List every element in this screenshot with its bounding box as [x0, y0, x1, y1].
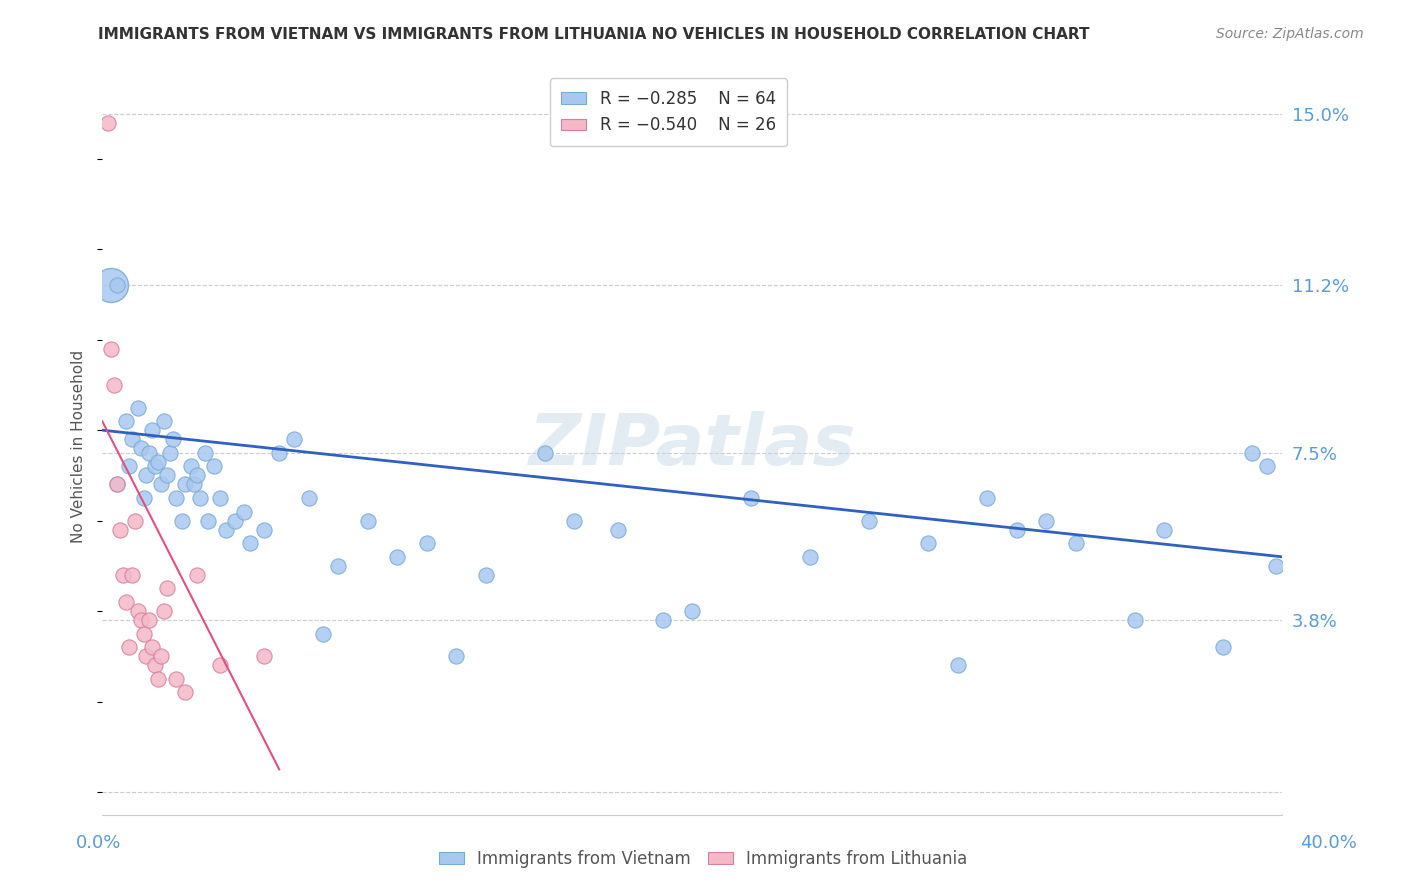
Point: [105, 278, 128, 293]
Point: [118, 640, 141, 655]
Point: [127, 401, 149, 415]
Point: [1123, 613, 1146, 627]
Point: [1265, 558, 1288, 573]
Point: [197, 514, 219, 528]
Point: [153, 604, 176, 618]
Point: [165, 491, 187, 505]
Text: IMMIGRANTS FROM VIETNAM VS IMMIGRANTS FROM LITHUANIA NO VEHICLES IN HOUSEHOLD CO: IMMIGRANTS FROM VIETNAM VS IMMIGRANTS FR…: [98, 27, 1090, 42]
Point: [148, 672, 170, 686]
Point: [183, 477, 205, 491]
Point: [143, 658, 166, 673]
Point: [141, 640, 163, 655]
Point: [1035, 514, 1057, 528]
Point: [135, 468, 157, 483]
Point: [1241, 446, 1264, 460]
Point: [143, 459, 166, 474]
Point: [186, 567, 208, 582]
Point: [100, 278, 122, 293]
Point: [444, 649, 467, 664]
Point: [118, 459, 141, 474]
Point: [224, 514, 246, 528]
Point: [138, 613, 160, 627]
Point: [202, 459, 225, 474]
Point: [100, 342, 122, 356]
Point: [135, 649, 157, 664]
Point: [180, 459, 202, 474]
Point: [385, 549, 408, 564]
Point: [132, 491, 155, 505]
Point: [533, 446, 555, 460]
Legend: R = −0.285    N = 64, R = −0.540    N = 26: R = −0.285 N = 64, R = −0.540 N = 26: [550, 78, 787, 146]
Point: [1256, 459, 1278, 474]
Point: [239, 536, 262, 550]
Point: [103, 378, 125, 392]
Point: [153, 414, 176, 428]
Point: [858, 514, 880, 528]
Point: [209, 491, 232, 505]
Point: [298, 491, 321, 505]
Point: [740, 491, 762, 505]
Point: [165, 672, 187, 686]
Point: [651, 613, 673, 627]
Point: [150, 477, 173, 491]
Point: [312, 626, 335, 640]
Point: [253, 523, 276, 537]
Point: [607, 523, 630, 537]
Point: [173, 685, 195, 699]
Text: 40.0%: 40.0%: [1301, 834, 1357, 852]
Point: [562, 514, 585, 528]
Point: [111, 567, 134, 582]
Point: [1005, 523, 1028, 537]
Text: 0.0%: 0.0%: [76, 834, 121, 852]
Point: [138, 446, 160, 460]
Point: [170, 514, 193, 528]
Y-axis label: No Vehicles in Household: No Vehicles in Household: [72, 350, 86, 542]
Text: ZIPatlas: ZIPatlas: [529, 411, 856, 481]
Point: [1153, 523, 1175, 537]
Point: [108, 523, 131, 537]
Point: [269, 446, 291, 460]
Point: [148, 455, 170, 469]
Point: [1064, 536, 1087, 550]
Point: [209, 658, 232, 673]
Point: [1212, 640, 1234, 655]
Point: [946, 658, 969, 673]
Point: [105, 477, 128, 491]
Point: [162, 432, 184, 446]
Point: [97, 116, 120, 130]
Point: [129, 442, 152, 456]
Point: [474, 567, 496, 582]
Point: [105, 477, 128, 491]
Point: [232, 505, 254, 519]
Point: [127, 604, 149, 618]
Point: [173, 477, 195, 491]
Point: [356, 514, 378, 528]
Point: [121, 432, 143, 446]
Point: [121, 567, 143, 582]
Point: [253, 649, 276, 664]
Point: [114, 595, 136, 609]
Point: [215, 523, 238, 537]
Point: [129, 613, 152, 627]
Point: [976, 491, 998, 505]
Point: [150, 649, 173, 664]
Point: [283, 432, 305, 446]
Point: [328, 558, 350, 573]
Point: [188, 491, 211, 505]
Point: [156, 582, 179, 596]
Point: [124, 514, 146, 528]
Point: [186, 468, 208, 483]
Point: [917, 536, 939, 550]
Point: [194, 446, 217, 460]
Point: [156, 468, 179, 483]
Legend: Immigrants from Vietnam, Immigrants from Lithuania: Immigrants from Vietnam, Immigrants from…: [432, 844, 974, 875]
Point: [799, 549, 821, 564]
Point: [114, 414, 136, 428]
Text: Source: ZipAtlas.com: Source: ZipAtlas.com: [1216, 27, 1364, 41]
Point: [141, 423, 163, 437]
Point: [159, 446, 181, 460]
Point: [415, 536, 437, 550]
Point: [681, 604, 703, 618]
Point: [132, 626, 155, 640]
